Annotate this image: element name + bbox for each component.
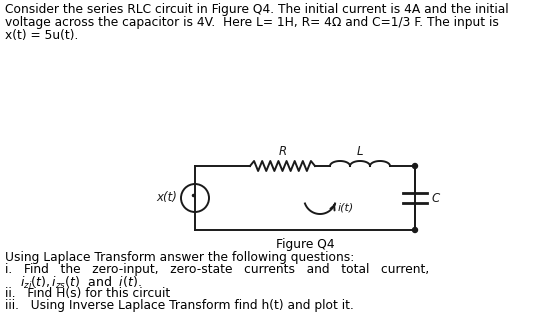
- Text: R: R: [279, 145, 286, 158]
- Text: Figure Q4: Figure Q4: [276, 238, 334, 251]
- Text: iii.   Using Inverse Laplace Transform find h(t) and plot it.: iii. Using Inverse Laplace Transform fin…: [5, 299, 354, 312]
- Text: i.   Find   the   zero-input,   zero-state   currents   and   total   current,: i. Find the zero-input, zero-state curre…: [5, 263, 429, 276]
- Text: x(t): x(t): [156, 191, 177, 204]
- Circle shape: [413, 227, 418, 232]
- Text: Using Laplace Transform answer the following questions:: Using Laplace Transform answer the follo…: [5, 251, 354, 264]
- Text: ii.   Find H(s) for this circuit: ii. Find H(s) for this circuit: [5, 287, 170, 300]
- Circle shape: [413, 163, 418, 169]
- Text: voltage across the capacitor is 4V.  Here L= 1H, R= 4Ω and C=1/3 F. The input is: voltage across the capacitor is 4V. Here…: [5, 16, 499, 29]
- Text: L: L: [357, 145, 363, 158]
- Text: Consider the series RLC circuit in Figure Q4. The initial current is 4A and the : Consider the series RLC circuit in Figur…: [5, 3, 509, 16]
- Text: C: C: [431, 191, 439, 204]
- Text: i(t): i(t): [338, 202, 354, 212]
- Text: x(t) = 5u(t).: x(t) = 5u(t).: [5, 29, 78, 42]
- Text: $i_{zi}(t), i_{zs}(t)$  and  $i(t)$.: $i_{zi}(t), i_{zs}(t)$ and $i(t)$.: [20, 275, 142, 291]
